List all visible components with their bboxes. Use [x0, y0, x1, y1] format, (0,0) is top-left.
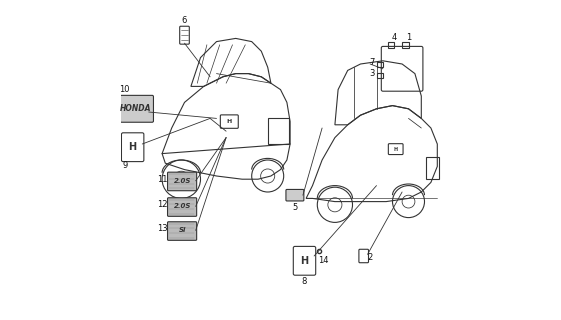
Text: 10: 10 — [119, 85, 130, 94]
Text: 2: 2 — [367, 253, 373, 262]
Text: 7: 7 — [369, 58, 374, 67]
Text: H: H — [227, 119, 232, 124]
Text: H: H — [128, 142, 137, 152]
Text: 3: 3 — [369, 69, 374, 78]
Text: 11: 11 — [157, 175, 167, 184]
Bar — [376, 62, 383, 67]
Text: 2.0S: 2.0S — [174, 178, 192, 184]
FancyBboxPatch shape — [168, 172, 197, 191]
Text: H: H — [394, 147, 398, 152]
Text: 8: 8 — [302, 277, 307, 286]
Bar — [376, 73, 383, 78]
Text: 12: 12 — [157, 200, 167, 209]
Text: 5: 5 — [292, 204, 297, 212]
Bar — [268, 118, 288, 144]
Text: 1: 1 — [406, 33, 411, 42]
Text: Si: Si — [179, 228, 187, 233]
Text: 6: 6 — [182, 16, 187, 25]
Bar — [388, 42, 394, 48]
Text: 2.0S: 2.0S — [174, 204, 192, 209]
Bar — [426, 157, 439, 179]
FancyBboxPatch shape — [168, 222, 197, 240]
Text: HONDA: HONDA — [120, 104, 151, 113]
Bar — [402, 42, 408, 48]
Text: 9: 9 — [122, 161, 127, 170]
FancyBboxPatch shape — [286, 189, 304, 201]
Text: 13: 13 — [157, 224, 167, 233]
Text: H: H — [301, 256, 309, 266]
FancyBboxPatch shape — [168, 198, 197, 216]
Text: 14: 14 — [319, 256, 329, 265]
Text: 4: 4 — [392, 33, 397, 42]
FancyBboxPatch shape — [120, 95, 154, 122]
